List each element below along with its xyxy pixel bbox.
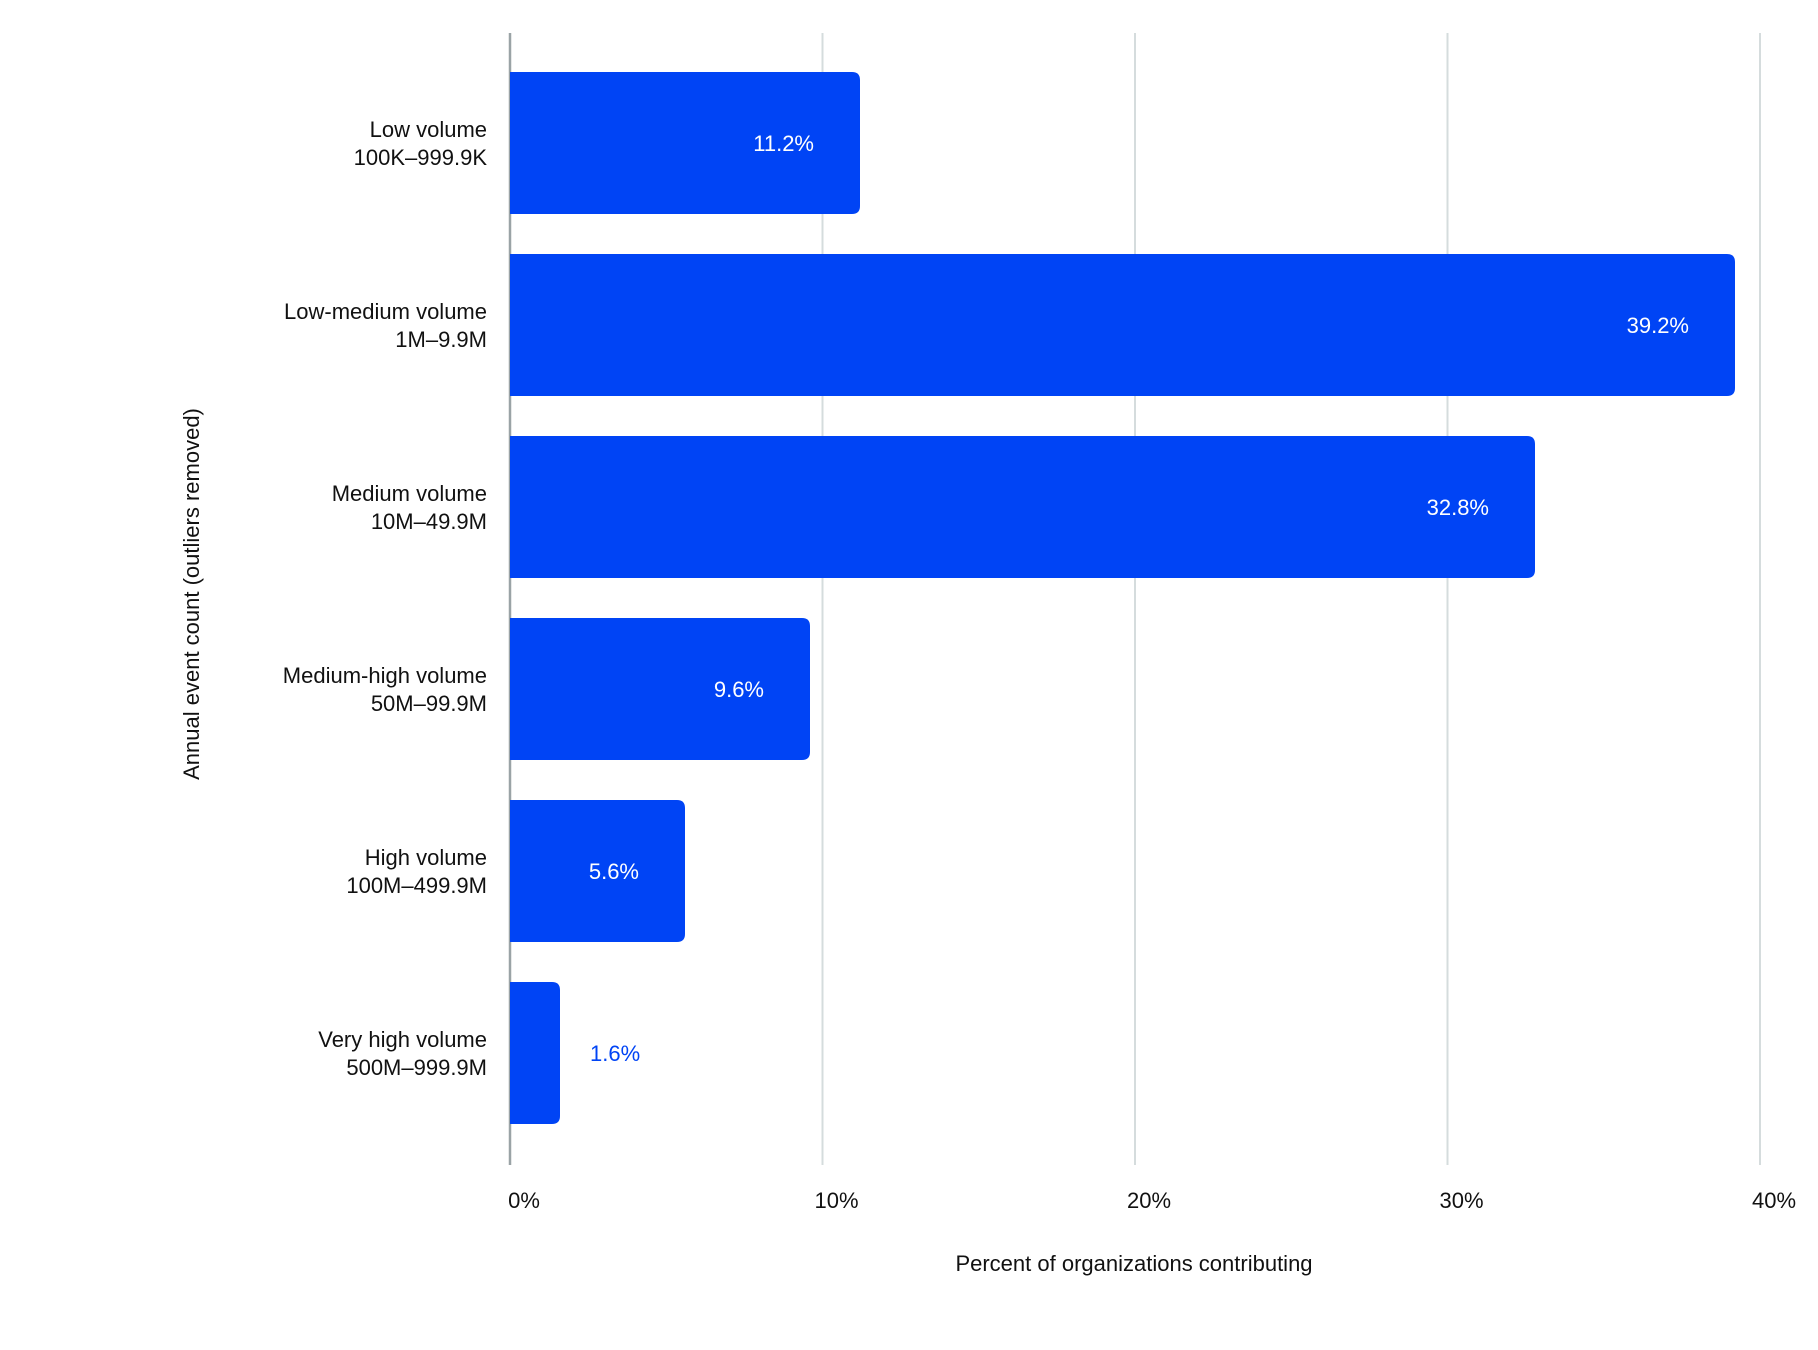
bar-group: 32.8%: [510, 436, 1535, 578]
category-label: Medium-high volume: [283, 663, 487, 688]
category-label: 100M–499.9M: [346, 873, 487, 898]
bar-group: 5.6%: [510, 800, 685, 942]
category-label: 50M–99.9M: [371, 691, 487, 716]
bar: [510, 72, 860, 214]
bar: [510, 618, 810, 760]
bar: [510, 982, 560, 1124]
gridlines: [508, 33, 1761, 1165]
x-axis-title: Percent of organizations contributing: [955, 1251, 1312, 1276]
data-label: 9.6%: [714, 677, 764, 702]
category-label: 10M–49.9M: [371, 509, 487, 534]
category-label: Low volume: [370, 117, 487, 142]
x-tick-labels: 0% 10% 20% 30% 40%: [508, 1188, 1796, 1213]
x-tick-label: 30%: [1439, 1188, 1483, 1213]
category-labels: Low volume 100K–999.9K Low-medium volume 1M…: [283, 117, 488, 1080]
category-label: High volume: [365, 845, 487, 870]
category-label: 1M–9.9M: [395, 327, 487, 352]
category-label: Medium volume: [332, 481, 487, 506]
bar: [510, 800, 685, 942]
x-tick-label: 10%: [814, 1188, 858, 1213]
bar-group: 9.6%: [510, 618, 810, 760]
category-label: Very high volume: [318, 1027, 487, 1052]
category-label: Low-medium volume: [284, 299, 487, 324]
data-label: 11.2%: [753, 131, 814, 156]
bars: 11.2% 39.2% 32.8% 9.6% 5.6% 1.6%: [510, 72, 1735, 1124]
data-label: 5.6%: [589, 859, 639, 884]
bar: [510, 254, 1735, 396]
bar-group: 39.2%: [510, 254, 1735, 396]
x-tick-label: 40%: [1752, 1188, 1796, 1213]
data-label: 39.2%: [1627, 313, 1689, 338]
y-axis-title: Annual event count (outliers removed): [179, 408, 204, 780]
x-tick-label: 0%: [508, 1188, 540, 1213]
data-label: 32.8%: [1427, 495, 1489, 520]
category-label: 500M–999.9M: [346, 1055, 487, 1080]
bar: [510, 436, 1535, 578]
bar-group: 1.6%: [510, 982, 640, 1124]
category-label: 100K–999.9K: [354, 145, 488, 170]
data-label: 1.6%: [590, 1041, 640, 1066]
x-tick-label: 20%: [1127, 1188, 1171, 1213]
bar-group: 11.2%: [510, 72, 860, 214]
